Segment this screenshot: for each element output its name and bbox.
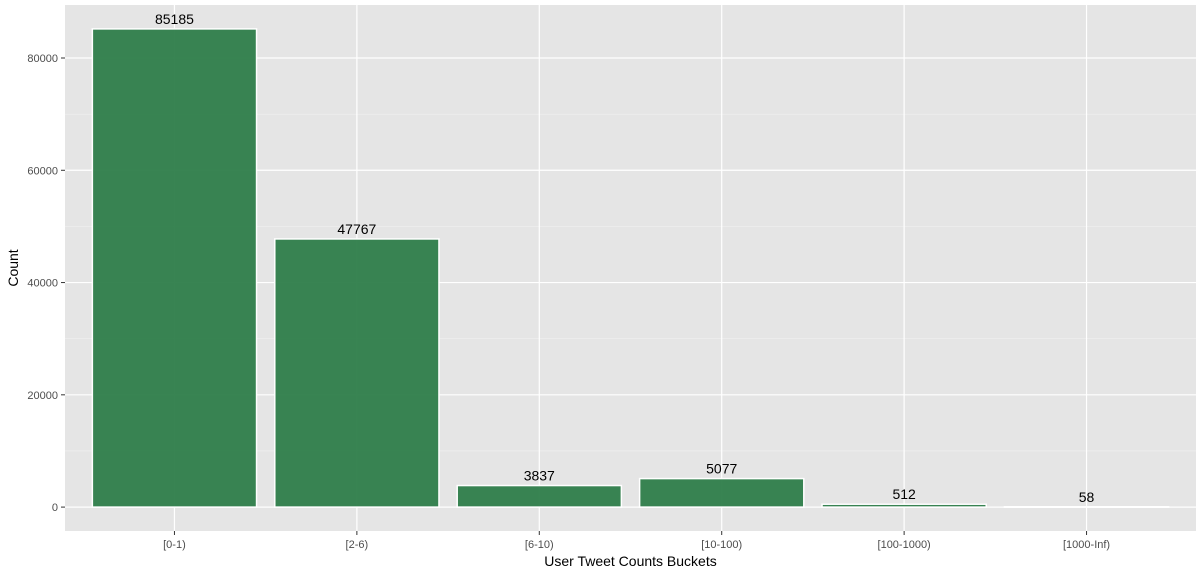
bar-[10-100) bbox=[638, 477, 805, 508]
bar-value-labels: 85185 47767 3837 5077 512 58 bbox=[155, 11, 1095, 505]
x-axis-title: User Tweet Counts Buckets bbox=[544, 553, 716, 569]
x-tick-label: [6-10) bbox=[525, 539, 554, 551]
x-axis: [0-1) [2-6) [6-10) [10-100) [100-1000) [1000-… bbox=[163, 531, 1110, 551]
y-axis-title: Count bbox=[5, 249, 21, 286]
x-tick-label: [1000-Inf) bbox=[1063, 539, 1110, 551]
x-tick-label: [2-6) bbox=[346, 539, 369, 551]
bars-group bbox=[91, 28, 1170, 509]
y-tick-label: 60000 bbox=[27, 165, 58, 177]
bar-value-label: 3837 bbox=[524, 468, 555, 484]
bar-[100-1000) bbox=[821, 503, 987, 508]
bar-value-label: 47767 bbox=[337, 221, 376, 237]
y-tick-label: 40000 bbox=[27, 278, 58, 290]
y-tick-label: 80000 bbox=[27, 53, 58, 65]
bar-value-label: 85185 bbox=[155, 11, 194, 27]
x-tick-label: [100-1000) bbox=[878, 539, 931, 551]
bar-[2-6) bbox=[274, 238, 440, 508]
y-tick-label: 20000 bbox=[27, 390, 58, 402]
y-tick-label: 0 bbox=[52, 502, 58, 514]
x-tick-label: [0-1) bbox=[163, 539, 186, 551]
bar-value-label: 512 bbox=[892, 486, 916, 502]
bar-[1000-Inf) bbox=[1003, 506, 1170, 509]
bar-[0-1) bbox=[91, 28, 258, 508]
x-tick-label: [10-100) bbox=[701, 539, 742, 551]
y-axis: 0 20000 40000 60000 80000 bbox=[27, 53, 65, 514]
bar-value-label: 5077 bbox=[706, 461, 737, 477]
bar-[6-10) bbox=[456, 484, 623, 508]
bar-value-label: 58 bbox=[1079, 489, 1095, 505]
